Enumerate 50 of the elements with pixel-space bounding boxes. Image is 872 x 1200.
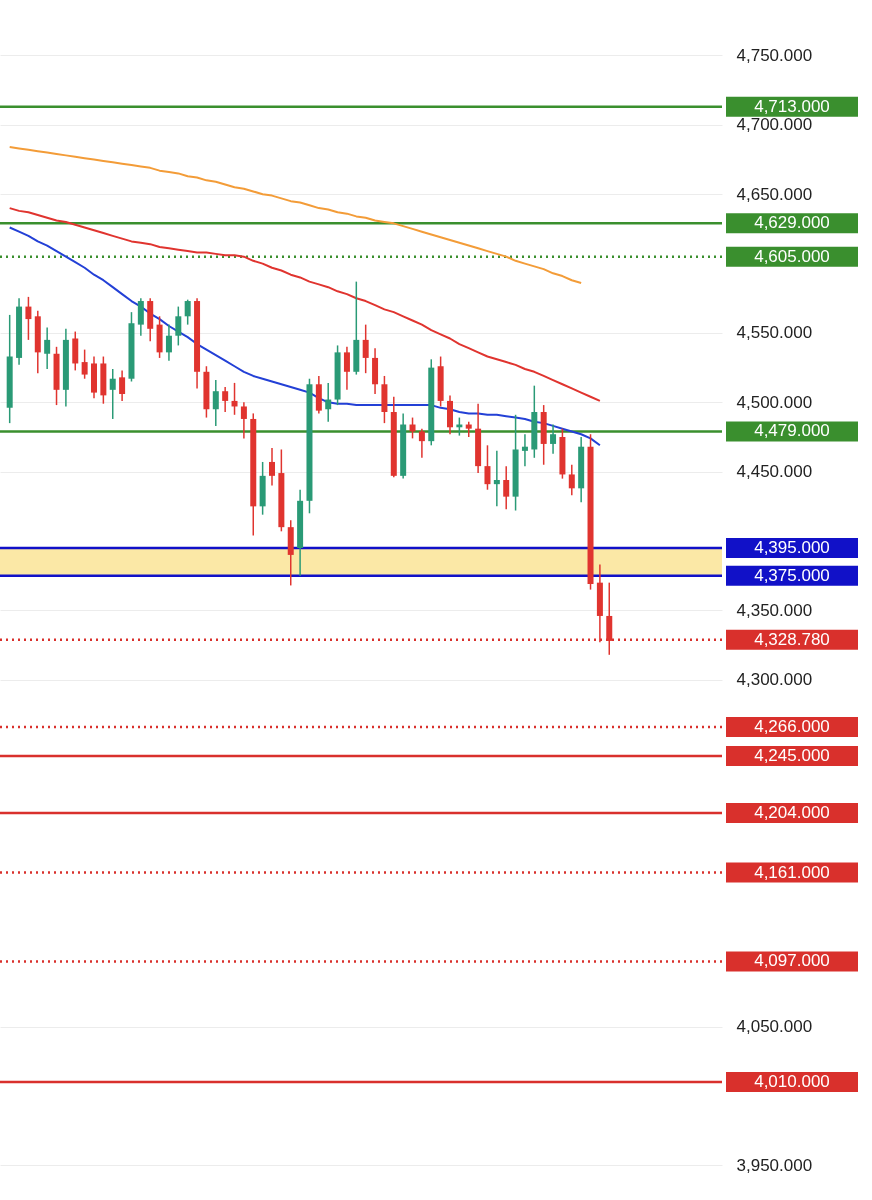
- y-tick-label: 4,300.000: [736, 670, 813, 690]
- y-tick-label: 4,750.000: [736, 45, 813, 65]
- candlestick: [137, 297, 144, 337]
- candlestick: [484, 444, 491, 491]
- candlestick: [231, 382, 238, 416]
- line-series: [8, 226, 601, 447]
- ref-line-label: 4,479.000: [754, 421, 830, 441]
- ref-line-label: 4,713.000: [754, 96, 830, 116]
- y-tick-label: 4,500.000: [736, 392, 813, 412]
- ref-line-label: 4,204.000: [754, 802, 830, 822]
- y-tick-label: 3,950.000: [736, 1155, 813, 1175]
- candlestick: [269, 447, 275, 487]
- candlestick: [212, 379, 219, 427]
- candlestick: [44, 326, 51, 370]
- candlestick: [81, 348, 88, 380]
- candlestick: [119, 369, 126, 402]
- ref-line-label: 4,395.000: [754, 537, 830, 557]
- candlestick: [503, 465, 510, 510]
- candlestick: [568, 463, 575, 497]
- candlestick: [343, 346, 350, 391]
- ref-line-label: 4,266.000: [754, 716, 830, 736]
- candlestick: [325, 382, 332, 423]
- ref-line-label: 4,245.000: [754, 746, 830, 766]
- candlestick: [222, 386, 229, 413]
- candlestick: [109, 368, 116, 420]
- ref-line-label: 4,375.000: [754, 565, 830, 585]
- candlestick: [165, 323, 172, 362]
- candlestick: [493, 450, 500, 508]
- line-series: [8, 146, 583, 285]
- candlestick: [175, 305, 182, 347]
- ref-line-label: 4,161.000: [754, 862, 830, 882]
- ref-line-label: 4,328.780: [754, 629, 830, 649]
- ref-line-label: 4,010.000: [754, 1072, 830, 1092]
- y-tick-label: 4,550.000: [736, 323, 813, 343]
- y-tick-label: 4,700.000: [736, 115, 813, 135]
- candlestick: [362, 323, 369, 374]
- line-series: [8, 207, 601, 402]
- ref-line-label: 4,605.000: [754, 246, 830, 266]
- candlestick: [550, 423, 557, 455]
- ref-line-label: 4,097.000: [754, 951, 830, 971]
- y-tick-label: 4,050.000: [736, 1017, 813, 1037]
- candlestick: [25, 296, 32, 341]
- y-tick-label: 4,450.000: [736, 462, 813, 482]
- ref-line-label: 4,629.000: [754, 213, 830, 233]
- candlestick: [184, 298, 191, 326]
- y-tick-label: 4,350.000: [736, 600, 813, 620]
- candlestick: [418, 427, 425, 459]
- candlestick: [521, 433, 528, 467]
- candlestick: [240, 401, 247, 440]
- y-tick-label: 4,650.000: [736, 184, 813, 204]
